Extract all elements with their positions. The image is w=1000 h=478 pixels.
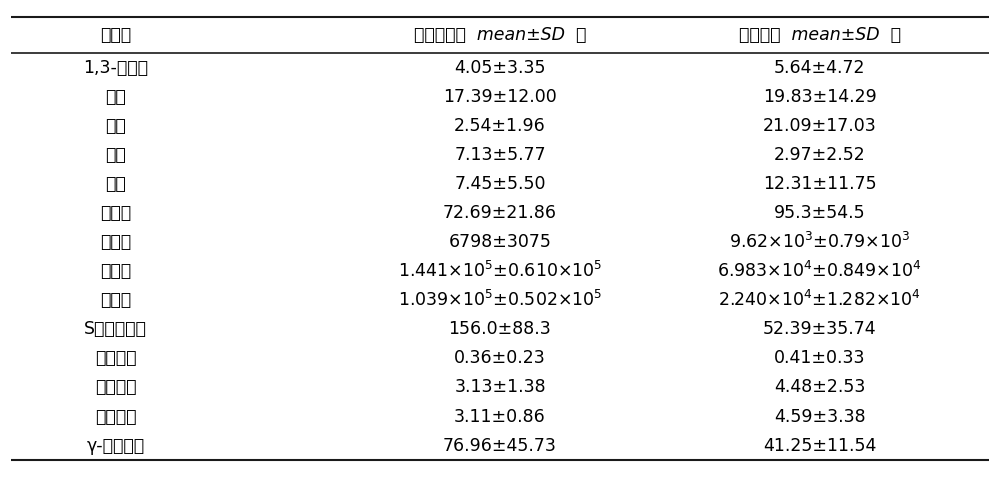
Text: 待测物: 待测物 bbox=[100, 26, 131, 44]
Text: 4.48±2.53: 4.48±2.53 bbox=[774, 379, 865, 396]
Text: 酰化精脒: 酰化精脒 bbox=[95, 408, 136, 425]
Text: 酰化腐胺: 酰化腐胺 bbox=[95, 349, 136, 368]
Text: 2.240×10$^{4}$±1.282×10$^{4}$: 2.240×10$^{4}$±1.282×10$^{4}$ bbox=[718, 290, 921, 310]
Text: S腺苷蛋氨酸: S腺苷蛋氨酸 bbox=[84, 320, 147, 338]
Text: 52.39±35.74: 52.39±35.74 bbox=[763, 320, 876, 338]
Text: 6798±3075: 6798±3075 bbox=[449, 233, 551, 251]
Text: 精胺: 精胺 bbox=[105, 175, 126, 193]
Text: 3.13±1.38: 3.13±1.38 bbox=[454, 379, 546, 396]
Text: 6.983×10$^{4}$±0.849×10$^{4}$: 6.983×10$^{4}$±0.849×10$^{4}$ bbox=[717, 261, 922, 281]
Text: 7.13±5.77: 7.13±5.77 bbox=[454, 146, 546, 164]
Text: 76.96±45.73: 76.96±45.73 bbox=[443, 436, 557, 455]
Text: 2.97±2.52: 2.97±2.52 bbox=[774, 146, 865, 164]
Text: 4.05±3.35: 4.05±3.35 bbox=[454, 59, 546, 76]
Text: 2.54±1.96: 2.54±1.96 bbox=[454, 117, 546, 135]
Text: 12.31±11.75: 12.31±11.75 bbox=[763, 175, 876, 193]
Text: 健康人（  mean±SD  ）: 健康人（ mean±SD ） bbox=[739, 26, 901, 44]
Text: 156.0±88.3: 156.0±88.3 bbox=[449, 320, 551, 338]
Text: 19.83±14.29: 19.83±14.29 bbox=[763, 88, 876, 106]
Text: 4.59±3.38: 4.59±3.38 bbox=[774, 408, 865, 425]
Text: 0.41±0.33: 0.41±0.33 bbox=[774, 349, 865, 368]
Text: 95.3±54.5: 95.3±54.5 bbox=[774, 204, 865, 222]
Text: 腐胺: 腐胺 bbox=[105, 88, 126, 106]
Text: 精氨酸: 精氨酸 bbox=[100, 291, 131, 309]
Text: 精脒: 精脒 bbox=[105, 146, 126, 164]
Text: 肺癌患者（  mean±SD  ）: 肺癌患者（ mean±SD ） bbox=[414, 26, 586, 44]
Text: 酰化精胺: 酰化精胺 bbox=[95, 379, 136, 396]
Text: 1.039×10$^{5}$±0.502×10$^{5}$: 1.039×10$^{5}$±0.502×10$^{5}$ bbox=[398, 290, 602, 310]
Text: 5.64±4.72: 5.64±4.72 bbox=[774, 59, 865, 76]
Text: 1,3-丙二胺: 1,3-丙二胺 bbox=[83, 59, 148, 76]
Text: 尸胺: 尸胺 bbox=[105, 117, 126, 135]
Text: 鸟氨酸: 鸟氨酸 bbox=[100, 233, 131, 251]
Text: 21.09±17.03: 21.09±17.03 bbox=[763, 117, 876, 135]
Text: 0.36±0.23: 0.36±0.23 bbox=[454, 349, 546, 368]
Text: 17.39±12.00: 17.39±12.00 bbox=[443, 88, 557, 106]
Text: 72.69±21.86: 72.69±21.86 bbox=[443, 204, 557, 222]
Text: 41.25±11.54: 41.25±11.54 bbox=[763, 436, 876, 455]
Text: 3.11±0.86: 3.11±0.86 bbox=[454, 408, 546, 425]
Text: 7.45±5.50: 7.45±5.50 bbox=[454, 175, 546, 193]
Text: 赖氨酸: 赖氨酸 bbox=[100, 262, 131, 280]
Text: γ-氨基丁酸: γ-氨基丁酸 bbox=[86, 436, 145, 455]
Text: 胍丁胺: 胍丁胺 bbox=[100, 204, 131, 222]
Text: 1.441×10$^{5}$±0.610×10$^{5}$: 1.441×10$^{5}$±0.610×10$^{5}$ bbox=[398, 261, 602, 281]
Text: 9.62×10$^{3}$±0.79×10$^{3}$: 9.62×10$^{3}$±0.79×10$^{3}$ bbox=[729, 232, 910, 252]
